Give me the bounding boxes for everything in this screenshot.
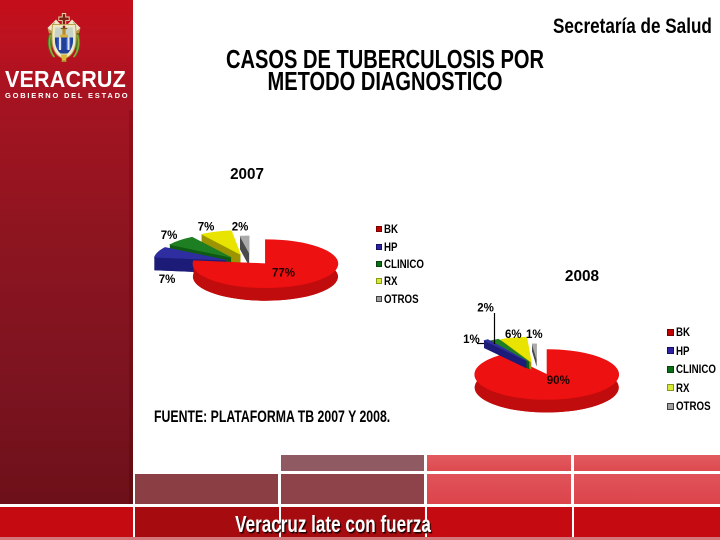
svg-text:90%: 90% xyxy=(547,375,570,387)
svg-text:77%: 77% xyxy=(272,268,295,280)
svg-text:7%: 7% xyxy=(159,274,176,286)
svg-text:1%: 1% xyxy=(463,334,480,346)
svg-text:7%: 7% xyxy=(161,230,178,242)
svg-text:6%: 6% xyxy=(505,329,522,341)
svg-text:2%: 2% xyxy=(232,222,249,234)
svg-text:2%: 2% xyxy=(477,303,494,315)
svg-text:1%: 1% xyxy=(526,329,543,341)
svg-text:7%: 7% xyxy=(198,222,215,234)
